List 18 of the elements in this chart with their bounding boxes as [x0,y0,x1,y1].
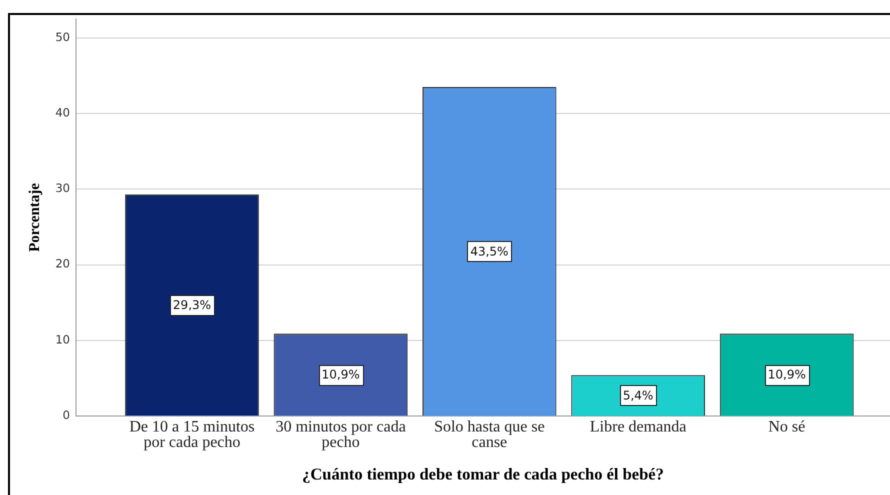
x-axis-title: ¿Cuánto tiempo debe tomar de cada pecho él bebé? [302,464,664,484]
data-label: 10,9% [768,368,806,382]
data-label: 29,3% [172,298,212,312]
y-tick-label: 20 [55,256,70,271]
y-tick-label: 40 [55,106,70,120]
x-tick-label: Libre demanda [590,418,686,436]
data-label: 10,9% [322,368,360,382]
x-tick-label: 30 minutos por cada pecho [276,418,406,451]
x-tick-label: No sé [768,418,806,436]
y-tick-label: 0 [62,408,70,422]
x-tick-label: Solo hasta que se canse [434,418,545,451]
y-axis-title: Porcentaje [26,182,43,252]
data-label: 43,5% [470,244,508,258]
y-tick-label: 30 [55,181,70,196]
x-tick-label: De 10 a 15 minutos por cada pecho [129,418,255,451]
data-label: 5,4% [622,388,654,402]
y-tick-label: 50 [55,30,70,44]
y-tick-label: 10 [55,332,70,346]
